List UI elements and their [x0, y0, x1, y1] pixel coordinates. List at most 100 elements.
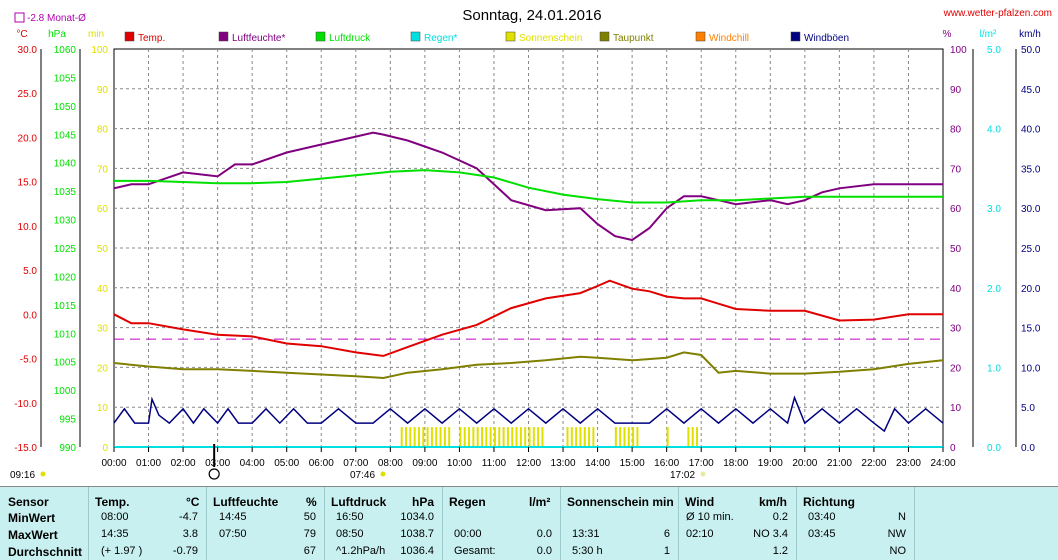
x-tick-label: 18:00: [723, 458, 748, 469]
x-tick-label: 22:00: [861, 458, 886, 469]
sunshine-bar: [448, 427, 451, 447]
stats-pres-value: 1038.7: [400, 528, 434, 540]
sunshine-bar: [476, 427, 479, 447]
sunshine-bar: [417, 427, 420, 447]
sunshine-bar: [405, 427, 408, 447]
legend-swatch-6: [695, 31, 706, 42]
stats-sun-value: 1: [663, 545, 670, 557]
x-tick-label: 09:00: [412, 458, 437, 469]
stats-table: Sensor Temp. °C Luftfeuchte % Luftdruck …: [0, 486, 1058, 560]
x-tick-label: 23:00: [896, 458, 921, 469]
stats-temp-time: (+ 1.97 ): [101, 545, 143, 557]
sun-icon: [700, 471, 706, 477]
sunrise-time-label-2: 07:46: [350, 470, 375, 481]
sunshine-tick-label: 30: [97, 324, 109, 335]
sunshine-tick-label: 10: [97, 403, 109, 414]
humidity-tick-label: 30: [950, 324, 962, 335]
stats-row-label: Durchschnitt: [8, 545, 83, 559]
hdr-wind: Wind: [685, 495, 715, 509]
stats-temp-time: 14:35: [101, 528, 129, 540]
axis-unit-5: km/h: [1019, 29, 1041, 40]
x-tick-label: 19:00: [758, 458, 783, 469]
stats-hum-time: 14:45: [219, 511, 247, 523]
stats-wind-time: 02:10: [686, 528, 714, 540]
sunshine-bar: [583, 427, 586, 447]
sunshine-bar: [498, 427, 501, 447]
wind-tick-label: 35.0: [1021, 164, 1041, 175]
sunshine-bar: [666, 427, 669, 447]
x-tick-label: 15:00: [620, 458, 645, 469]
sunshine-bar: [696, 427, 699, 447]
wind-tick-label: 25.0: [1021, 244, 1041, 255]
sunshine-bar: [502, 427, 505, 447]
axis-unit-3: %: [943, 29, 952, 40]
rain-tick-label: 4.0: [987, 125, 1001, 136]
wind-tick-label: 40.0: [1021, 125, 1041, 136]
sun-icon: [40, 471, 46, 477]
sunshine-bar: [614, 427, 617, 447]
sunshine-bar: [422, 427, 425, 447]
sun-icon: [380, 471, 386, 477]
x-tick-label: 20:00: [792, 458, 817, 469]
hdr-rain: Regen: [449, 495, 486, 509]
stats-wind-value: NO 3.4: [753, 528, 788, 540]
sunshine-bar: [541, 427, 544, 447]
stats-temp-value: 3.8: [182, 528, 198, 540]
legend-swatch-5: [599, 31, 610, 42]
legend-label-3: Regen*: [424, 33, 457, 44]
hdr-temp-unit: °C: [186, 495, 200, 509]
sunshine-tick-label: 70: [97, 164, 109, 175]
x-tick-label: 00:00: [101, 458, 126, 469]
humidity-tick-label: 70: [950, 164, 962, 175]
stats-hum-time: 07:50: [219, 528, 247, 540]
stats-rain-time: Gesamt:: [454, 545, 496, 557]
monthly-avg-swatch: [14, 12, 25, 23]
stats-rain-value: 0.0: [536, 528, 552, 540]
x-tick-label: 06:00: [309, 458, 334, 469]
x-tick-label: 05:00: [274, 458, 299, 469]
temp-tick-label: 25.0: [18, 89, 38, 100]
humidity-tick-label: 100: [950, 45, 967, 56]
sunshine-bar: [400, 427, 403, 447]
stats-hum-value: 67: [303, 545, 316, 557]
x-tick-label: 14:00: [585, 458, 610, 469]
sunshine-tick-label: 20: [97, 363, 109, 374]
sunshine-bar: [481, 427, 484, 447]
pressure-tick-label: 990: [59, 443, 76, 454]
temp-tick-label: -15.0: [14, 443, 37, 454]
legend-label-5: Taupunkt: [613, 33, 654, 44]
stats-pres-time: 16:50: [336, 511, 364, 523]
sunshine-bar: [592, 427, 595, 447]
x-tick-label: 10:00: [447, 458, 472, 469]
hdr-temp: Temp.: [95, 495, 130, 509]
sunshine-tick-label: 0: [102, 443, 108, 454]
sunshine-bar: [537, 427, 540, 447]
sunshine-bar: [524, 427, 527, 447]
legend-swatch-2: [315, 31, 326, 42]
rain-tick-label: 0.0: [987, 443, 1001, 454]
legend-swatch-4: [505, 31, 516, 42]
axis-unit-4: l/m²: [980, 29, 997, 40]
legend-swatch-1: [218, 31, 229, 42]
hdr-dir: Richtung: [803, 495, 855, 509]
dewpoint-series-line: [113, 351, 944, 380]
wind-tick-label: 15.0: [1021, 324, 1041, 335]
sunshine-bar: [439, 427, 442, 447]
pressure-tick-label: 1040: [54, 159, 77, 170]
sunshine-bar: [459, 427, 462, 447]
hdr-sun: Sonnenschein min: [567, 495, 674, 509]
sunshine-bar: [579, 427, 582, 447]
x-tick-label: 08:00: [378, 458, 403, 469]
stats-pres-value: 1034.0: [400, 511, 434, 523]
legend-label-4: Sonnenschein: [519, 33, 582, 44]
sunshine-tick-label: 90: [97, 85, 109, 96]
pressure-tick-label: 1025: [54, 244, 77, 255]
sunshine-bar: [511, 427, 514, 447]
sunshine-bar: [623, 427, 626, 447]
stats-dir-time: 03:40: [808, 511, 836, 523]
axis-unit-2: min: [88, 29, 104, 40]
x-tick-label: 17:00: [689, 458, 714, 469]
humidity-tick-label: 10: [950, 403, 962, 414]
humidity-tick-label: 50: [950, 244, 962, 255]
stats-pres-value: 1036.4: [400, 545, 434, 557]
